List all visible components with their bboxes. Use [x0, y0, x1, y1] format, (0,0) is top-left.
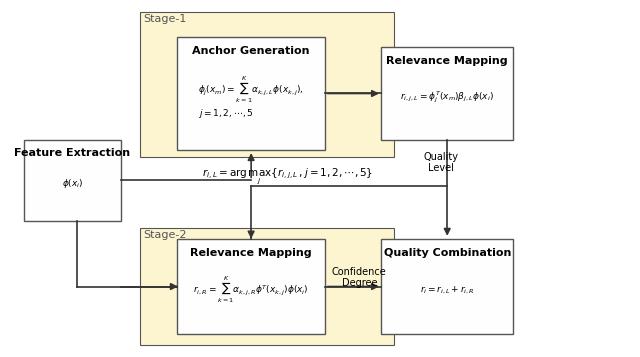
FancyBboxPatch shape: [177, 239, 325, 335]
Text: $\phi_j(x_m)=\sum_{k=1}^{K}\alpha_{k,j,L}\phi(x_{k,j}),$
$j=1,2,\cdots,5$: $\phi_j(x_m)=\sum_{k=1}^{K}\alpha_{k,j,L…: [198, 75, 304, 120]
FancyBboxPatch shape: [381, 47, 513, 140]
Text: Relevance Mapping: Relevance Mapping: [190, 247, 312, 257]
Text: Quality
Level: Quality Level: [424, 152, 458, 174]
FancyBboxPatch shape: [140, 228, 394, 345]
Text: $r_{i,R}=\sum_{k=1}^{K}\alpha_{k,j,R}\phi^T(x_{k,j})\phi(x_i)$: $r_{i,R}=\sum_{k=1}^{K}\alpha_{k,j,R}\ph…: [193, 275, 309, 305]
FancyBboxPatch shape: [381, 239, 513, 335]
Text: Quality Combination: Quality Combination: [383, 247, 511, 257]
Text: Stage-1: Stage-1: [143, 14, 186, 24]
Text: $\phi(x_i)$: $\phi(x_i)$: [61, 177, 83, 190]
FancyBboxPatch shape: [24, 140, 121, 221]
Text: $r_{i,j,L}=\phi_j^T(x_m)\beta_{j,L}\phi(x_i)$: $r_{i,j,L}=\phi_j^T(x_m)\beta_{j,L}\phi(…: [400, 89, 494, 105]
Text: Stage-2: Stage-2: [143, 230, 186, 240]
Text: Anchor Generation: Anchor Generation: [193, 46, 310, 56]
Text: Relevance Mapping: Relevance Mapping: [387, 56, 508, 66]
FancyBboxPatch shape: [140, 12, 394, 157]
Text: $r_i = r_{i,L} + r_{i,R}$: $r_i = r_{i,L} + r_{i,R}$: [420, 285, 475, 296]
Text: Feature Extraction: Feature Extraction: [14, 149, 131, 159]
FancyBboxPatch shape: [177, 37, 325, 150]
Text: $r_{i,L} = \arg\max_j\{r_{i,j,L}, j=1,2,\cdots,5\}$: $r_{i,L} = \arg\max_j\{r_{i,j,L}, j=1,2,…: [202, 167, 373, 187]
Text: Confidence
Degree: Confidence Degree: [332, 267, 387, 288]
